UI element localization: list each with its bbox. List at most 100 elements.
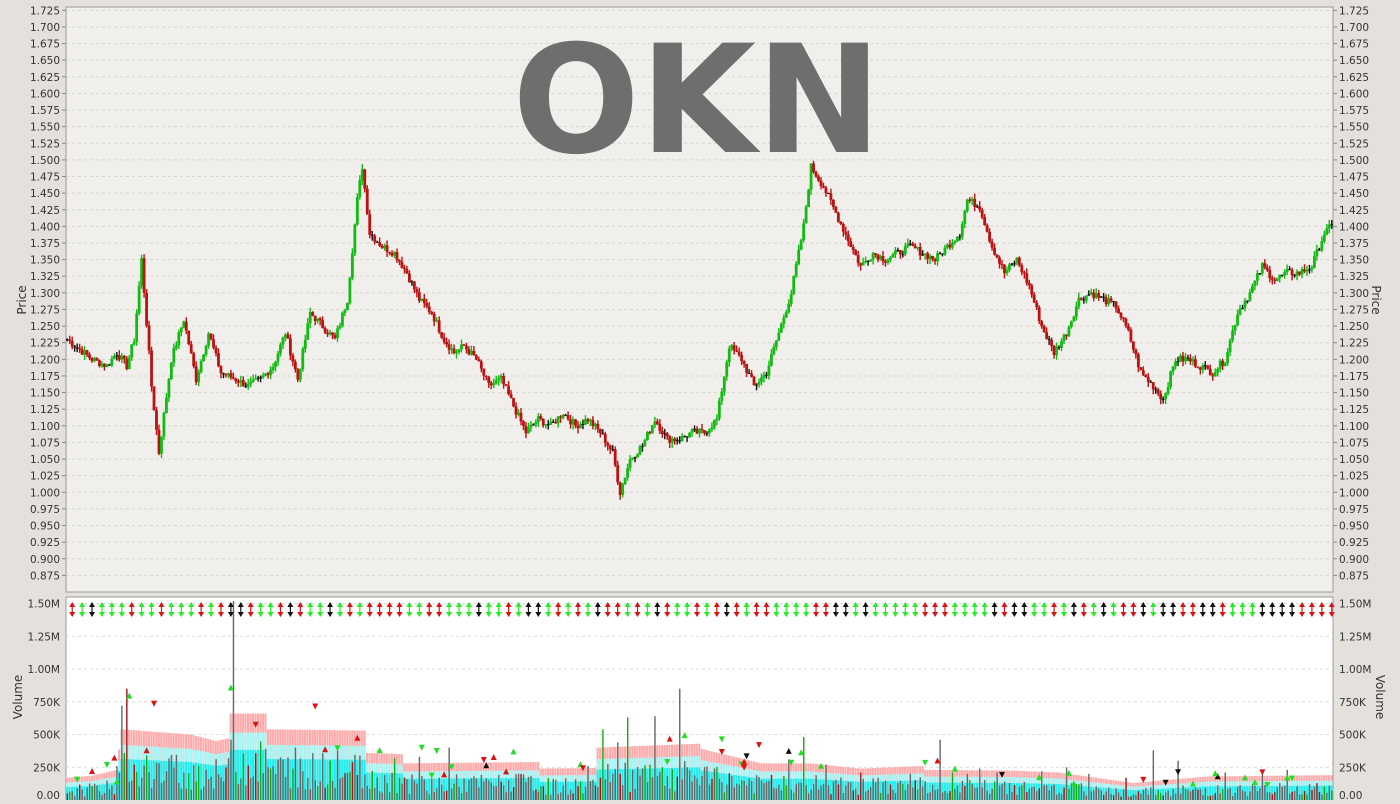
- volume-bar: [88, 783, 91, 800]
- signal-marker: [336, 602, 343, 617]
- price-bar: [618, 481, 622, 500]
- price-bar: [199, 359, 203, 374]
- signal-marker: [1051, 602, 1058, 617]
- price-tick-label: 1.150: [30, 388, 60, 400]
- volume-bar: [1100, 790, 1102, 800]
- price-bar: [789, 289, 793, 307]
- volume-bar: [118, 772, 121, 800]
- volume-bar: [314, 780, 316, 800]
- price-bar: [293, 359, 297, 373]
- price-bar: [859, 262, 863, 271]
- signal-marker: [832, 602, 839, 617]
- price-bar: [1008, 262, 1011, 273]
- volume-tick-label: 500K: [1339, 730, 1367, 742]
- volume-bar: [369, 788, 371, 800]
- signal-marker: [535, 602, 542, 617]
- price-bar: [762, 371, 766, 383]
- signal-marker: [922, 602, 929, 617]
- volume-bar: [1222, 788, 1224, 800]
- price-bar: [1203, 361, 1207, 370]
- price-bar: [948, 239, 952, 250]
- price-bar: [745, 363, 749, 378]
- volume-bar: [626, 717, 629, 800]
- volume-bar: [1202, 794, 1204, 800]
- volume-bar: [641, 768, 644, 800]
- price-bar: [298, 368, 302, 383]
- volume-bar: [1008, 783, 1011, 800]
- volume-bar: [1308, 784, 1311, 800]
- volume-bar: [131, 780, 133, 800]
- volume-bar: [1110, 794, 1112, 800]
- price-tick-label: 1.425: [30, 205, 60, 217]
- price-bar: [926, 251, 930, 265]
- volume-bar: [909, 773, 912, 800]
- price-bar: [1206, 364, 1210, 370]
- signal-marker: [287, 602, 294, 617]
- volume-bar: [793, 792, 795, 800]
- volume-bar: [688, 770, 691, 800]
- signal-marker: [252, 721, 259, 728]
- volume-bar: [1293, 790, 1296, 800]
- volume-bar: [1125, 777, 1127, 800]
- price-bar: [140, 254, 144, 289]
- price-bar: [346, 302, 349, 311]
- price-bar: [1325, 224, 1329, 236]
- signal-marker: [208, 602, 215, 617]
- price-bar: [658, 419, 662, 435]
- price-bar: [1112, 301, 1115, 307]
- volume-band: [1112, 780, 1115, 800]
- volume-bar: [728, 773, 731, 800]
- volume-bar: [416, 783, 418, 800]
- volume-bar: [126, 688, 128, 800]
- signal-marker: [703, 602, 710, 617]
- volume-bar: [1246, 796, 1249, 800]
- price-bar: [241, 376, 245, 387]
- signal-marker: [743, 602, 750, 617]
- price-bar: [695, 426, 699, 435]
- signal-marker: [1328, 602, 1335, 617]
- price-bar: [621, 482, 625, 498]
- price-bar: [936, 250, 939, 266]
- price-bar: [549, 417, 553, 426]
- volume-bar: [979, 768, 981, 800]
- signal-marker: [428, 772, 435, 779]
- price-axis-right: 1.725 1.700 1.675 1.650 1.625 1.600 1.575 1.550…: [1333, 5, 1369, 582]
- price-bar: [737, 347, 741, 357]
- signal-marker: [103, 761, 110, 768]
- volume-tick-label: 1.50M: [1339, 599, 1371, 611]
- price-bar: [197, 369, 201, 387]
- volume-bar: [1172, 789, 1174, 800]
- signal-marker: [1100, 602, 1107, 617]
- volume-bar: [384, 775, 386, 800]
- price-bar: [167, 378, 171, 402]
- price-bar: [879, 254, 882, 261]
- price-bar: [750, 370, 753, 378]
- price-bar: [465, 342, 468, 354]
- volume-bar: [468, 780, 470, 800]
- volume-axis-left: 1.50M 1.25M 1.00M 750K 500K 250K 0.00: [28, 599, 62, 802]
- price-tick-label: 1.725: [30, 5, 60, 17]
- volume-bar: [393, 758, 396, 800]
- volume-bar: [867, 790, 869, 800]
- price-axis-left: 1.725 1.700 1.675 1.650 1.625 1.600 1.575 1.550…: [30, 5, 66, 582]
- volume-bar: [1003, 781, 1006, 800]
- price-bar: [1211, 372, 1215, 381]
- volume-bar: [525, 782, 527, 800]
- volume-band: [150, 731, 153, 800]
- volume-bar: [344, 773, 346, 800]
- price-bar: [1164, 392, 1168, 405]
- price-bar: [427, 302, 431, 315]
- volume-bar: [669, 788, 671, 800]
- volume-bar: [1331, 790, 1333, 800]
- price-bar: [430, 310, 434, 316]
- price-tick-label: 1.250: [30, 321, 60, 333]
- price-bar: [938, 251, 942, 255]
- volume-bar: [527, 776, 530, 800]
- price-bar: [408, 270, 411, 283]
- signal-marker: [941, 602, 948, 617]
- signal-marker: [317, 602, 324, 617]
- volume-bar: [842, 792, 845, 800]
- price-bar: [425, 298, 429, 309]
- volume-bar: [1241, 790, 1244, 800]
